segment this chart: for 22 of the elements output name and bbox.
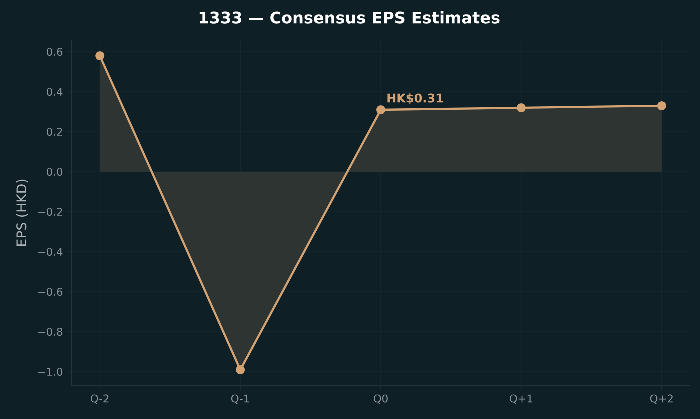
y-tick-label: 0.4 (47, 88, 63, 96)
y-tick-label: −0.2 (38, 208, 62, 216)
x-tick-label: Q0 (374, 394, 388, 404)
y-tick-label: −0.4 (38, 248, 63, 256)
y-tick-label: −0.8 (38, 328, 63, 336)
x-tick-label: Q-2 (91, 394, 109, 404)
y-axis-title: EPS (HKD) (16, 180, 28, 246)
point (96, 51, 105, 61)
y-tick-label: 0.0 (47, 168, 63, 176)
point (376, 105, 386, 115)
chart-title: 1333 — Consensus EPS Estimates (200, 11, 500, 24)
y-tick-label: −1.0 (38, 368, 63, 376)
annotation: HK$0.31 (388, 94, 444, 104)
point (236, 365, 246, 375)
y-tick-label: 0.2 (47, 128, 62, 136)
point (657, 101, 666, 111)
point (516, 103, 526, 113)
y-tick-label: −0.6 (38, 288, 63, 296)
x-tick-label: Q-1 (231, 394, 250, 404)
x-tick-label: Q+1 (510, 394, 533, 404)
y-tick-label: 0.6 (47, 48, 63, 56)
x-tick-label: Q+2 (650, 394, 673, 404)
